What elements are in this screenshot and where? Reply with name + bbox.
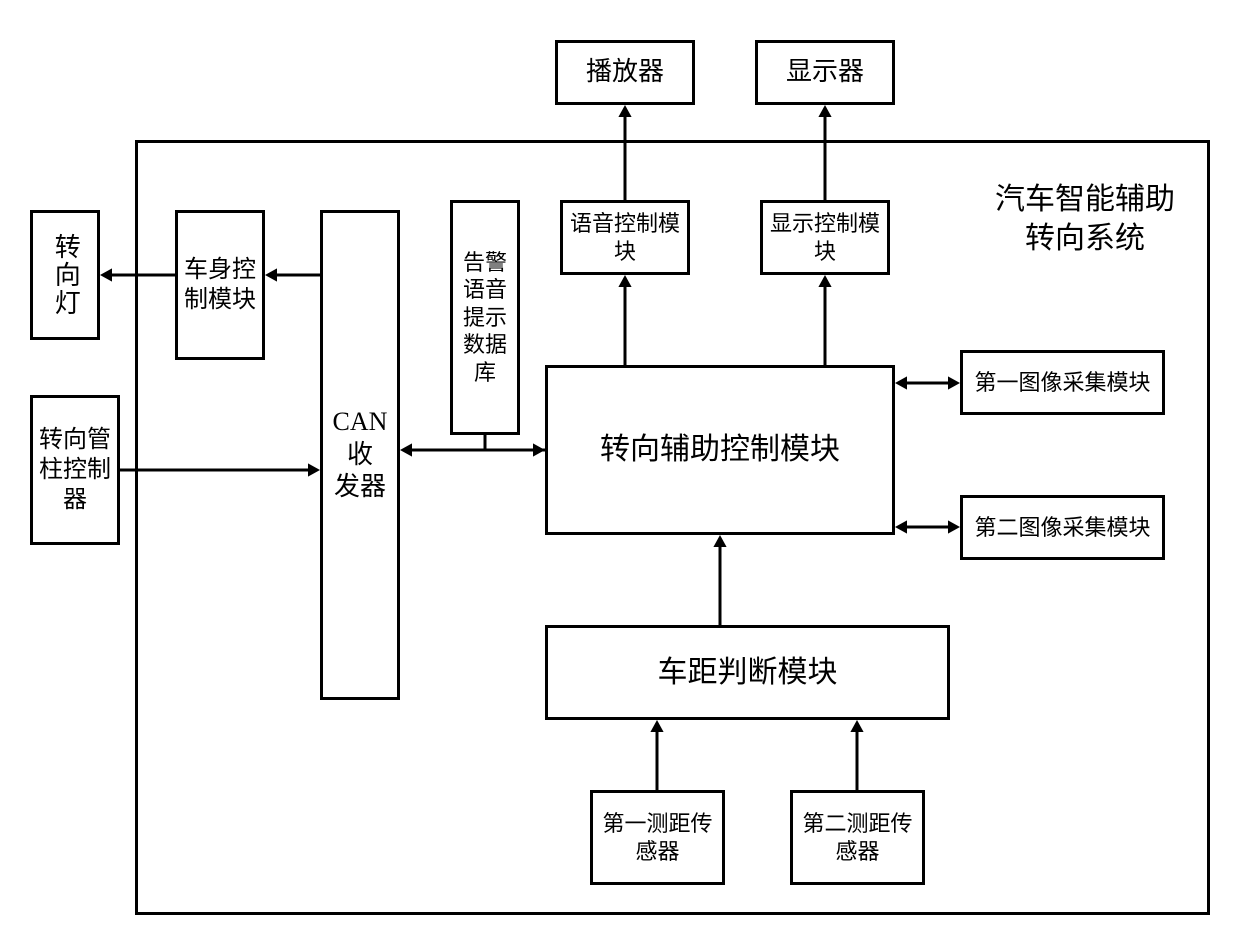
node-label: 第二图像采集模块 <box>974 514 1150 542</box>
system-title: 汽车智能辅助转向系统 <box>975 180 1195 258</box>
node-body_ctrl: 车身控制模块 <box>175 210 265 360</box>
node-label: 语音控制模块 <box>569 210 681 265</box>
node-label: 车身控制模块 <box>184 255 256 315</box>
node-steer_assist: 转向辅助控制模块 <box>545 365 895 535</box>
node-label: CAN收发器 <box>329 406 391 504</box>
node-turn_light: 转向灯 <box>30 210 100 340</box>
node-disp_ctrl: 显示控制模块 <box>760 200 890 275</box>
node-label: 第一测距传感器 <box>599 810 716 865</box>
node-label: 转向辅助控制模块 <box>600 431 840 469</box>
node-alarm_db: 告警语音提示数据库 <box>450 200 520 435</box>
node-img1: 第一图像采集模块 <box>960 350 1165 415</box>
node-voice_ctrl: 语音控制模块 <box>560 200 690 275</box>
node-label: 第二测距传感器 <box>799 810 916 865</box>
node-label: 第一图像采集模块 <box>974 369 1150 397</box>
node-label: 告警语音提示数据库 <box>459 249 511 387</box>
node-dist_judge: 车距判断模块 <box>545 625 950 720</box>
node-label: 显示控制模块 <box>769 210 881 265</box>
node-label: 车距判断模块 <box>658 654 838 692</box>
node-player: 播放器 <box>555 40 695 105</box>
node-can: CAN收发器 <box>320 210 400 700</box>
node-label: 播放器 <box>586 56 664 89</box>
node-range2: 第二测距传感器 <box>790 790 925 885</box>
node-column_ctrl: 转向管柱控制器 <box>30 395 120 545</box>
node-label: 转向管柱控制器 <box>39 425 111 515</box>
node-display: 显示器 <box>755 40 895 105</box>
node-range1: 第一测距传感器 <box>590 790 725 885</box>
node-label: 显示器 <box>786 56 864 89</box>
node-label: 转向灯 <box>49 233 82 317</box>
node-img2: 第二图像采集模块 <box>960 495 1165 560</box>
